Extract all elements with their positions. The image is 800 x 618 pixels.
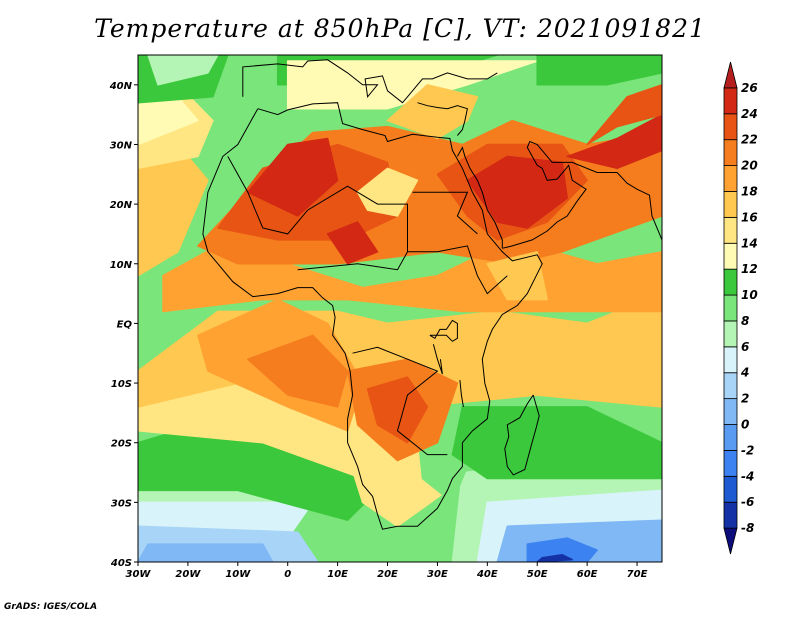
- colorbar-swatch: [723, 268, 738, 296]
- egypt-sudan-borders: [412, 191, 478, 235]
- temperature-field: [138, 55, 662, 562]
- central-borders: [352, 346, 448, 456]
- colorbar-swatch: [723, 475, 738, 503]
- x-tick-label: 50E: [527, 569, 548, 580]
- colorbar-swatch: [723, 450, 738, 477]
- y-tick-label: 30S: [111, 498, 132, 509]
- colorbar-swatch: [723, 424, 738, 451]
- africa-coastline: [202, 102, 543, 530]
- sahel-borders: [297, 245, 508, 295]
- colorbar-swatch: [723, 372, 738, 400]
- madagascar-coastline: [504, 394, 540, 476]
- red-sea-east-coastline: [456, 146, 503, 249]
- temperature-region: [386, 84, 479, 140]
- colorbar-swatch: [723, 242, 738, 270]
- colorbar-label: 6: [741, 340, 749, 354]
- temperature-region: [247, 334, 349, 408]
- temperature-region: [536, 55, 662, 86]
- colorbar-label: -6: [741, 495, 754, 509]
- lake-victoria: [429, 319, 458, 342]
- grads-credit: GrADS: IGES/COLA: [4, 602, 98, 612]
- y-axis: 40S 30S 20S 10S EQ 10N 20N 30N 40N: [109, 81, 138, 569]
- colorbar-swatch: [723, 113, 738, 141]
- levant-coastline: [417, 102, 468, 136]
- colorbar-label: 26: [741, 81, 758, 95]
- colorbar-swatch: [723, 139, 738, 166]
- colorbar-swatch: [723, 398, 738, 425]
- arabia-coastline: [502, 140, 662, 249]
- x-axis: 30W 20W 10W 0 10E 20E 30E 40E 50E 60E 70E: [126, 562, 648, 580]
- colorbar-label: 16: [741, 210, 758, 224]
- temperature-region: [486, 251, 548, 301]
- colorbar-swatch: [723, 346, 738, 374]
- temperature-region: [536, 554, 573, 562]
- y-tick-label: 10S: [111, 379, 132, 390]
- x-tick-label: 20E: [377, 569, 398, 580]
- y-tick-label: 20N: [110, 200, 133, 211]
- x-tick-label: 10W: [225, 569, 251, 580]
- temperature-region: [466, 155, 568, 229]
- chart-title: Temperature at 850hPa [C], VT: 202109182…: [94, 14, 706, 43]
- colorbar-label: 18: [741, 184, 758, 198]
- colorbar-label: 20: [741, 159, 758, 173]
- colorbar-label: -2: [741, 443, 754, 457]
- temperature-region: [526, 537, 598, 562]
- x-tick-label: 0: [284, 569, 291, 580]
- colorbar-label: 14: [741, 236, 758, 250]
- temperature-region: [366, 376, 429, 444]
- y-tick-label: 40N: [109, 81, 133, 92]
- y-tick-label: EQ: [117, 319, 133, 330]
- colorbar-label: 24: [741, 107, 758, 121]
- colorbar-label: 2: [741, 392, 749, 406]
- temperature-region: [247, 137, 339, 217]
- colorbar-swatch: [723, 191, 738, 218]
- x-tick-label: 70E: [627, 569, 648, 580]
- temperature-region: [147, 55, 219, 86]
- colorbar-swatch: [723, 165, 738, 192]
- y-tick-label: 40S: [110, 558, 132, 569]
- temperature-region: [326, 221, 379, 265]
- y-tick-label: 20S: [111, 439, 132, 450]
- x-tick-label: 60E: [577, 569, 598, 580]
- temperature-region: [138, 143, 209, 277]
- colorbar-label: 10: [741, 288, 758, 302]
- temperature-region: [286, 60, 538, 110]
- x-tick-label: 20W: [175, 569, 201, 580]
- temperature-region: [566, 113, 662, 170]
- x-tick-label: 10E: [327, 569, 348, 580]
- colorbar-swatch: [723, 501, 738, 529]
- colorbar-label: 12: [741, 262, 758, 276]
- temperature-region: [586, 84, 662, 146]
- lake-malawi: [459, 380, 464, 407]
- y-tick-label: 10N: [110, 260, 133, 271]
- lake-tanganyika: [432, 344, 443, 375]
- saharan-borders: [227, 156, 408, 252]
- europe-coastline: [242, 59, 498, 104]
- colorbar-swatch: [723, 87, 738, 115]
- x-tick-label: 30E: [427, 569, 448, 580]
- colorbar-extend-high: [723, 61, 738, 89]
- colorbar-swatch: [723, 294, 738, 322]
- x-tick-label: 30W: [126, 569, 152, 580]
- coastline-and-borders: [202, 59, 662, 530]
- y-tick-label: 30N: [110, 140, 133, 151]
- colorbar-label: 0: [741, 418, 749, 432]
- colorbar-swatch: [723, 216, 738, 244]
- colorbar-label: -4: [741, 469, 754, 483]
- colorbar-label: 8: [741, 314, 749, 328]
- x-tick-label: 40E: [476, 569, 498, 580]
- colorbar-label: 22: [741, 133, 758, 147]
- map-frame: [137, 54, 663, 563]
- temperature-region: [451, 406, 662, 480]
- colorbar-label: 4: [740, 366, 749, 380]
- colorbar-swatch: [723, 320, 738, 348]
- temperature-region: [138, 543, 274, 562]
- colorbar-extend-low: [723, 527, 738, 555]
- colorbar-label: -8: [741, 521, 754, 535]
